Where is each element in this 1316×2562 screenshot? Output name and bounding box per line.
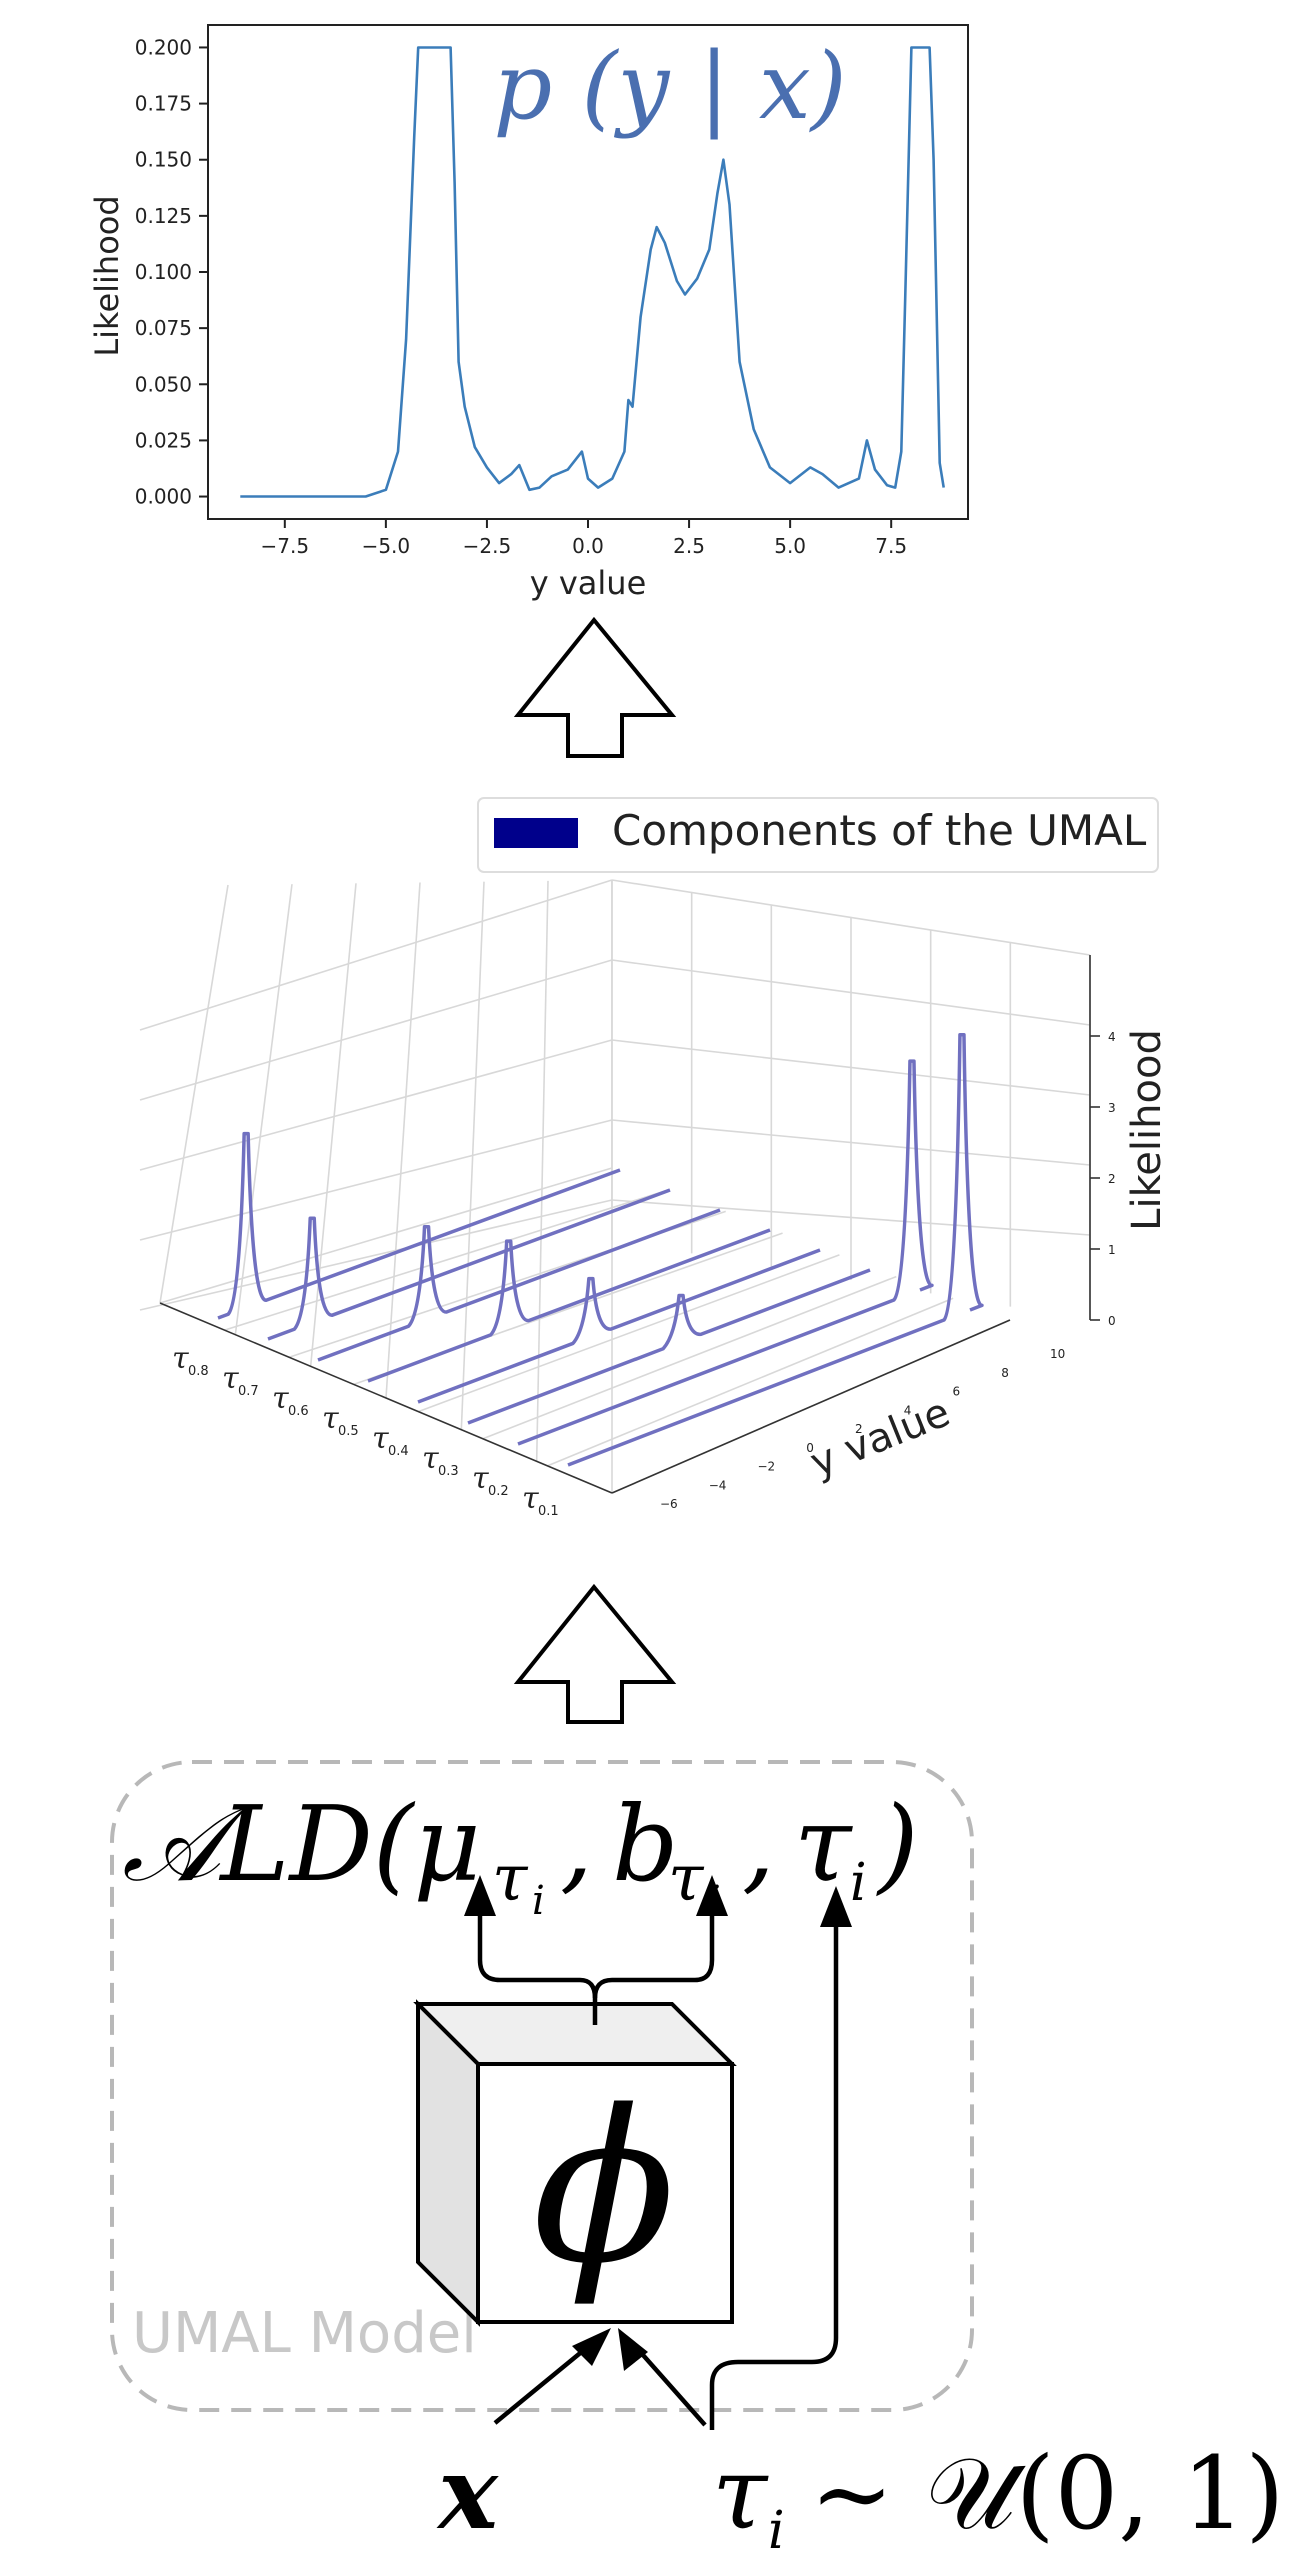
- mid-chart-component-lines: [217, 1032, 984, 1467]
- top-chart-y-ticks: 0.000 0.025 0.050 0.075 0.100 0.125 0.150 0.175…: [135, 35, 208, 509]
- ald-mu-sub-i: i: [532, 1878, 545, 1924]
- tau-label-sub: 0.8: [188, 1364, 209, 1379]
- phi-network-cube: [413, 1999, 737, 2327]
- model-arrows: [477, 1898, 839, 2430]
- y-tick-label: 6: [953, 1385, 961, 1399]
- y-tick-label: 4: [904, 1403, 912, 1417]
- tau-label: τ: [522, 1481, 539, 1516]
- tau-label-sub: 0.5: [338, 1424, 359, 1439]
- tau-label: τ: [372, 1421, 389, 1456]
- y-tick-label: 0.125: [135, 204, 192, 228]
- mid-chart-y-ticks: −6 −4 −2 0 2 4 6 8 10: [660, 1347, 1065, 1511]
- umal-model-label: UMAL Model: [132, 2301, 477, 2366]
- z-tick-label: 4: [1108, 1030, 1116, 1044]
- mid-chart: Components of the UMAL 0 1 2 3 4 −6 −4 −2 0 2 4 6 8…: [139, 797, 1170, 1519]
- ald-formula: 𝒜LD(μ τ i , b τ i , τ i ): [122, 1783, 919, 1924]
- tau-label: τ: [172, 1341, 189, 1376]
- phi-symbol: ϕ: [532, 2065, 675, 2310]
- input-x: x: [436, 2434, 499, 2552]
- y-tick-label: −2: [758, 1460, 776, 1474]
- mid-chart-zlabel: Likelihood: [1124, 1029, 1170, 1231]
- component-line: [517, 1059, 934, 1446]
- z-tick-label: 0: [1108, 1314, 1116, 1328]
- tau-label-sub: 0.1: [538, 1504, 559, 1519]
- y-tick-label: 0.025: [135, 428, 192, 452]
- tau-label: τ: [422, 1441, 439, 1476]
- input-tau: τ: [712, 2435, 769, 2552]
- y-tick-label: 0.050: [135, 372, 192, 396]
- x-tick-label: 5.0: [774, 534, 806, 558]
- input-dist: ∼ 𝒰(0, 1): [810, 2435, 1284, 2552]
- x-tick-label: 2.5: [673, 534, 705, 558]
- tau-label: τ: [222, 1361, 239, 1396]
- y-tick-label: 0.200: [135, 35, 192, 59]
- input-tau-sub: i: [768, 2501, 785, 2561]
- x-tick-label: 0.0: [572, 534, 604, 558]
- y-tick-label: 0.100: [135, 260, 192, 284]
- ald-comma-1: ,: [560, 1783, 593, 1905]
- z-tick-label: 3: [1108, 1101, 1116, 1115]
- component-line: [567, 1032, 984, 1467]
- x-tick-label: −2.5: [463, 534, 512, 558]
- y-tick-label: 10: [1050, 1347, 1065, 1361]
- likelihood-curve: [240, 46, 945, 498]
- mid-chart-tau-labels: τ 0.8 τ 0.7 τ 0.6 τ 0.5 τ 0.4 τ 0.3 τ 0.2 τ 0.1: [172, 1341, 559, 1519]
- tau-label: τ: [322, 1401, 339, 1436]
- tau-label-sub: 0.4: [388, 1444, 409, 1459]
- y-tick-label: −4: [709, 1478, 727, 1492]
- component-line: [367, 1228, 771, 1383]
- tau-label-sub: 0.7: [238, 1384, 259, 1399]
- arrow-heads: [464, 1875, 852, 2371]
- tau-label: τ: [472, 1461, 489, 1496]
- component-line: [217, 1131, 621, 1320]
- ald-text: 𝒜LD(μ: [122, 1783, 481, 1905]
- y-tick-label: 2: [855, 1422, 863, 1436]
- ald-tau-sub-i: i: [850, 1853, 867, 1913]
- y-tick-label: −6: [660, 1497, 678, 1511]
- mid-chart-ylabel: y value: [804, 1389, 956, 1486]
- legend-swatch: [494, 818, 578, 848]
- mid-chart-z-ticks: 0 1 2 3 4: [1090, 1030, 1116, 1328]
- x-tick-label: −7.5: [261, 534, 310, 558]
- ald-b: b: [612, 1783, 679, 1905]
- ald-mu-sub-tau: τ: [492, 1842, 529, 1916]
- input-tau-distribution: τ i ∼ 𝒰(0, 1): [712, 2435, 1284, 2561]
- mid-chart-axes: [159, 955, 1091, 1494]
- legend-label: Components of the UMAL: [612, 806, 1147, 855]
- mid-chart-legend: Components of the UMAL: [477, 797, 1159, 873]
- y-tick-label: 8: [1001, 1366, 1009, 1380]
- z-tick-label: 1: [1108, 1243, 1116, 1257]
- y-tick-label: 0.075: [135, 316, 192, 340]
- y-tick-label: 0.150: [135, 148, 192, 172]
- up-arrow-icon: [513, 616, 677, 758]
- ald-close: ): [876, 1783, 919, 1905]
- up-arrow-icon: [513, 1583, 677, 1724]
- ald-comma-2: ,: [742, 1783, 775, 1905]
- top-chart-title: p (y | x): [493, 33, 846, 140]
- ald-b-sub-tau: τ: [668, 1842, 705, 1916]
- tau-label-sub: 0.3: [438, 1464, 459, 1479]
- component-line: [317, 1208, 721, 1362]
- top-chart: 0.000 0.025 0.050 0.075 0.100 0.125 0.150 0.175…: [88, 24, 969, 602]
- ald-tau: τ: [794, 1783, 853, 1905]
- y-tick-label: 0: [806, 1441, 814, 1455]
- component-line: [267, 1188, 671, 1341]
- component-line: [417, 1248, 821, 1404]
- top-chart-xlabel: y value: [530, 564, 647, 602]
- model-diagram: UMAL Model 𝒜LD(μ τ i , b τ i , τ i ) ϕ: [110, 1760, 1284, 2561]
- z-tick-label: 2: [1108, 1172, 1116, 1186]
- umal-model-boundary: [110, 1760, 974, 2412]
- top-chart-ylabel: Likelihood: [88, 195, 126, 356]
- tau-label-sub: 0.6: [288, 1404, 309, 1419]
- tau-label-sub: 0.2: [488, 1484, 509, 1499]
- component-line: [467, 1268, 871, 1425]
- y-tick-label: 0.000: [135, 485, 192, 509]
- tau-label: τ: [272, 1381, 289, 1416]
- y-tick-label: 0.175: [135, 92, 192, 116]
- x-tick-label: −5.0: [362, 534, 411, 558]
- x-tick-label: 7.5: [875, 534, 907, 558]
- top-chart-x-ticks: −7.5 −5.0 −2.5 0.0 2.5 5.0 7.5: [261, 519, 907, 558]
